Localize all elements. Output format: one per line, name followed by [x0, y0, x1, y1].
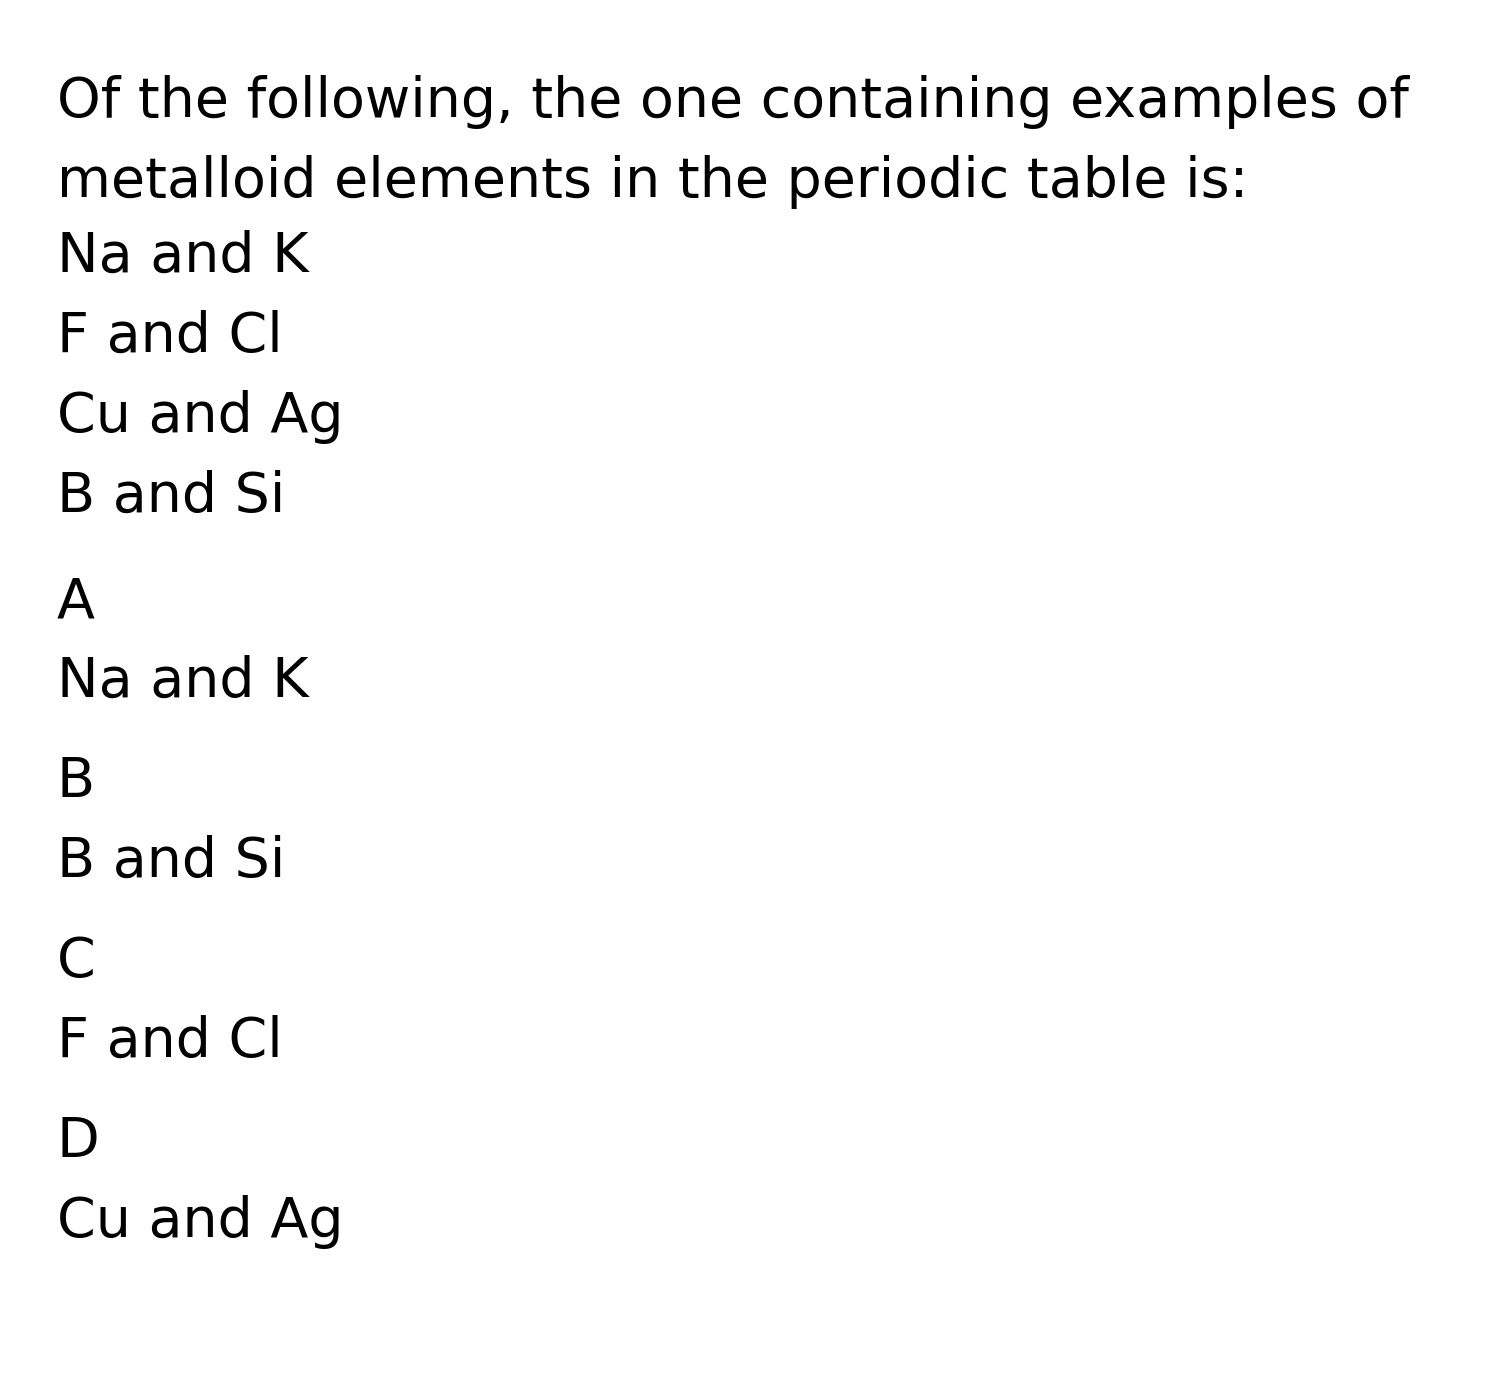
Text: Cu and Ag: Cu and Ag [57, 390, 344, 444]
Text: D: D [57, 1115, 99, 1169]
Text: B: B [57, 754, 94, 809]
Text: C: C [57, 935, 96, 988]
Text: B and Si: B and Si [57, 835, 285, 889]
Text: B and Si: B and Si [57, 470, 285, 523]
Text: A: A [57, 575, 94, 629]
Text: Na and K: Na and K [57, 230, 309, 284]
Text: F and Cl: F and Cl [57, 1015, 282, 1069]
Text: Cu and Ag: Cu and Ag [57, 1194, 344, 1249]
Text: Of the following, the one containing examples of: Of the following, the one containing exa… [57, 75, 1408, 129]
Text: Na and K: Na and K [57, 656, 309, 709]
Text: metalloid elements in the periodic table is:: metalloid elements in the periodic table… [57, 155, 1248, 209]
Text: F and Cl: F and Cl [57, 310, 282, 363]
